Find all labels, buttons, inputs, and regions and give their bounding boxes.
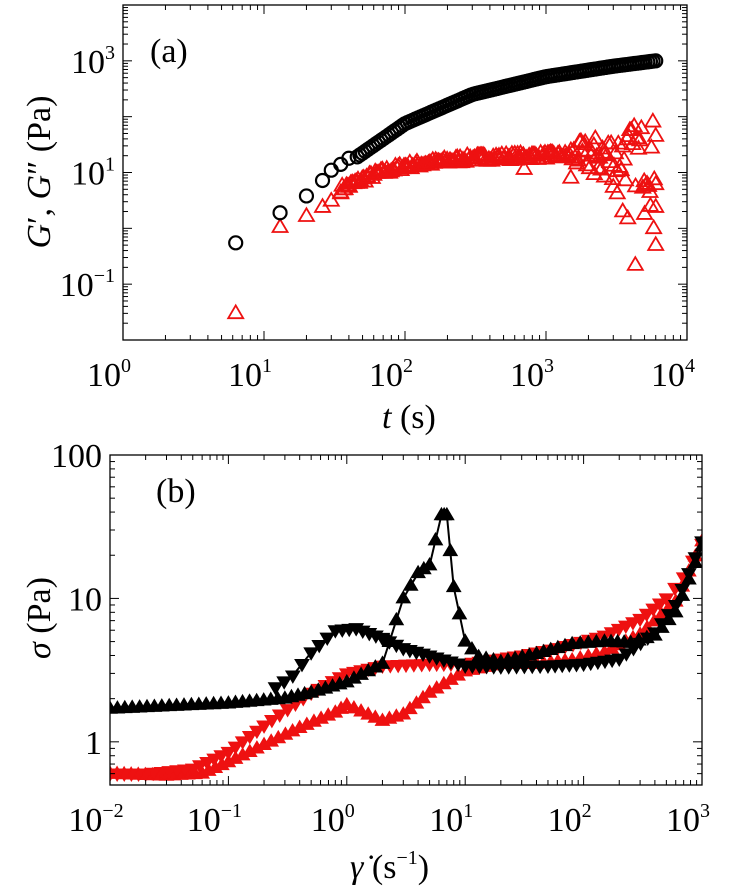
storage-modulus-point [341, 150, 357, 166]
panel-a-x-tick-label: 101 [228, 355, 272, 394]
panel-a-x-tick-label: 104 [651, 355, 695, 394]
flow-curve-point [653, 618, 670, 632]
flow-curve-point [427, 531, 444, 546]
flow-curve-point [438, 506, 455, 521]
panel-b-y-tick-label: 100 [51, 438, 102, 475]
panel-b-y-axis-label: σ (Pa) [21, 577, 58, 659]
panel-b-y-tick-label: 1 [85, 725, 102, 762]
flow-curve-point [457, 633, 474, 647]
panel-a-x-axis-label: t (s) [382, 399, 436, 436]
panel-b-marks [110, 506, 702, 783]
loss-modulus-point [297, 206, 316, 222]
loss-modulus-point [595, 167, 614, 183]
storage-modulus-point [314, 172, 331, 189]
flow-curve-point [674, 584, 691, 598]
flow-curve-point [294, 658, 310, 673]
panel-b-x-tick-label: 103 [666, 800, 710, 839]
flow-curve-point [319, 632, 336, 646]
flow-curve-point [442, 542, 459, 557]
panel-a-ticks: 100 101 102 103 104 10−1 101 103 [60, 4, 695, 394]
loss-modulus-point [626, 255, 645, 271]
loss-modulus-point [615, 150, 634, 166]
panel-a-y-axis-label: G′, G″ (Pa) [21, 96, 58, 249]
loss-modulus-point [646, 126, 665, 142]
flow-curve-point [464, 640, 480, 655]
flow-curve-point [327, 625, 344, 639]
loss-modulus-point [609, 134, 628, 150]
panel-a-x-tick-label: 100 [87, 355, 131, 394]
storage-modulus-point [648, 53, 664, 69]
panel-a-y-tick-label: 103 [71, 42, 115, 81]
panel-b-axes-frame [109, 454, 703, 786]
loss-modulus-point [618, 208, 637, 225]
flow-curve-point [395, 590, 412, 604]
loss-modulus-point [646, 174, 665, 191]
flow-curve-point [303, 647, 320, 661]
flow-curve-point [388, 611, 405, 626]
loss-modulus-point [612, 160, 631, 177]
flow-curve-point [667, 599, 684, 614]
loss-modulus-point [646, 197, 665, 213]
panel-b-ticks: 10−2 10−1 100 101 102 103 1 10 100 [51, 438, 710, 839]
flow-curve-point [660, 609, 677, 623]
panel-a-marks [226, 53, 665, 320]
loss-modulus-point [640, 182, 660, 198]
loss-modulus-point [270, 217, 290, 233]
loss-modulus-point [644, 218, 663, 235]
flow-curve-point [110, 768, 118, 783]
flow-curve-point [311, 640, 328, 654]
storage-modulus-point [298, 188, 315, 204]
loss-modulus-point [586, 128, 605, 145]
loss-modulus-point [642, 138, 661, 154]
panel-a: 100 101 102 103 104 10−1 101 103 (a) t (s) G′, … [21, 4, 695, 436]
loss-modulus-point [322, 191, 341, 207]
panel-a-y-tick-label: 101 [71, 154, 115, 193]
loss-modulus-point [561, 168, 580, 184]
flow-curve-point [451, 605, 468, 620]
loss-modulus-point [613, 201, 632, 218]
storage-modulus-point [323, 162, 339, 178]
loss-modulus-point [585, 164, 604, 181]
loss-modulus-point [643, 112, 662, 128]
loss-modulus-point [226, 303, 245, 320]
flow-curve-point [402, 577, 419, 591]
flow-curve-point [374, 655, 391, 669]
loss-modulus-point [515, 159, 534, 175]
storage-modulus-point [272, 205, 288, 221]
panel-b-x-tick-label: 101 [429, 800, 473, 839]
flow-curve-point [421, 557, 438, 571]
loss-modulus-point [646, 235, 665, 251]
panel-b-x-tick-label: 10−2 [68, 800, 123, 839]
panel-a-label: (a) [150, 33, 188, 70]
panel-a-y-tick-label: 10−1 [60, 265, 115, 304]
flow-curve-point [694, 536, 702, 550]
loss-modulus-point [600, 152, 619, 169]
flow-curve-point [267, 682, 284, 696]
loss-modulus-point [339, 177, 358, 193]
flow-curve-point [680, 568, 697, 582]
panel-b-x-tick-label: 102 [548, 800, 592, 839]
panel-a-x-tick-label: 103 [510, 355, 554, 394]
loss-modulus-point [347, 173, 366, 189]
panel-b-x-tick-label: 10−1 [187, 800, 242, 839]
loss-modulus-point [608, 183, 627, 200]
flow-curve-line [110, 514, 702, 710]
panel-b-label: (b) [156, 473, 196, 510]
loss-modulus-point [641, 196, 660, 212]
panel-b-x-tick-label: 100 [311, 800, 355, 839]
panel-a-x-tick-label: 102 [369, 355, 413, 394]
loss-modulus-point [616, 170, 635, 187]
flow-curve-point [445, 578, 462, 593]
loss-modulus-point [630, 130, 649, 147]
panel-b-x-axis-label: γ̇ (s−1) [350, 847, 429, 886]
loss-modulus-point [645, 169, 664, 186]
loss-modulus-point [577, 155, 596, 172]
panel-b-y-tick-label: 10 [68, 581, 102, 618]
loss-modulus-point [629, 139, 648, 155]
storage-modulus-point [228, 235, 244, 251]
loss-modulus-point [568, 151, 588, 167]
